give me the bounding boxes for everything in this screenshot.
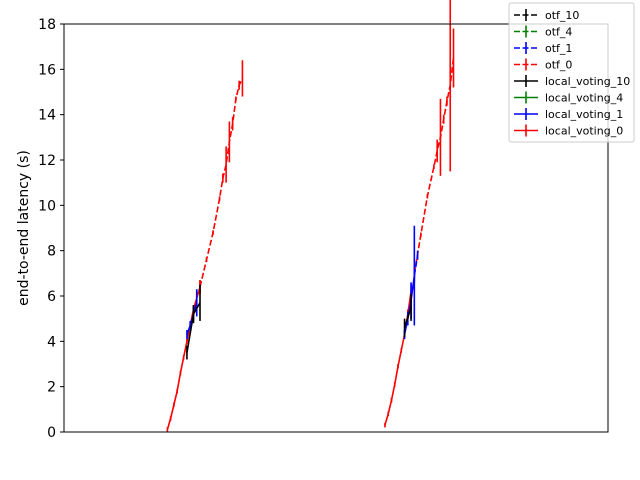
legend-item-otf-0[interactable]: otf_0 <box>514 58 572 72</box>
series-line <box>403 307 412 328</box>
series-line <box>199 78 244 288</box>
legend-item-local-voting-4[interactable]: local_voting_4 <box>514 91 623 105</box>
legend-label: local_voting_10 <box>545 75 630 88</box>
legend-item-local-voting-0[interactable]: local_voting_0 <box>514 124 623 138</box>
series-otf-0 <box>199 0 455 294</box>
y-axis-label: end-to-end latency (s) <box>16 150 32 306</box>
series-local-voting-10 <box>186 284 412 360</box>
series-line <box>403 275 416 335</box>
y-axis: 0 2 4 6 8 10 12 14 16 18 <box>38 17 64 441</box>
legend-frame <box>508 2 635 143</box>
legend-label: otf_1 <box>545 42 572 55</box>
legend-item-otf-1[interactable]: otf_1 <box>514 42 572 55</box>
plot-frame <box>63 23 609 433</box>
legend-label: otf_4 <box>545 26 572 39</box>
legend-item-local-voting-1[interactable]: local_voting_1 <box>514 108 623 121</box>
y-tick-label: 16 <box>38 62 56 78</box>
series-line <box>413 57 455 274</box>
legend[interactable]: otf_10 otf_4 otf_1 otf_0 local_voting_10loca… <box>508 2 635 143</box>
y-tick-label: 6 <box>47 289 56 305</box>
y-tick-label: 12 <box>38 153 56 169</box>
legend-item-otf-4[interactable]: otf_4 <box>514 25 572 39</box>
plot-area <box>166 0 455 432</box>
legend-label: local_voting_1 <box>545 108 623 121</box>
y-tick-label: 18 <box>38 17 56 33</box>
y-tick-label: 14 <box>38 108 56 124</box>
y-tick-label: 0 <box>47 425 56 441</box>
y-tick-label: 8 <box>47 244 56 260</box>
legend-label: otf_10 <box>545 9 579 22</box>
y-tick-label: 10 <box>38 198 56 214</box>
y-tick-label: 4 <box>47 334 56 350</box>
legend-label: otf_0 <box>545 59 572 72</box>
legend-label: local_voting_4 <box>545 92 623 105</box>
legend-item-otf-10[interactable]: otf_10 <box>514 9 579 22</box>
legend-label: local_voting_0 <box>545 125 623 138</box>
y-tick-label: 2 <box>47 380 56 396</box>
legend-item-local-voting-10[interactable]: local_voting_10 <box>514 75 630 88</box>
